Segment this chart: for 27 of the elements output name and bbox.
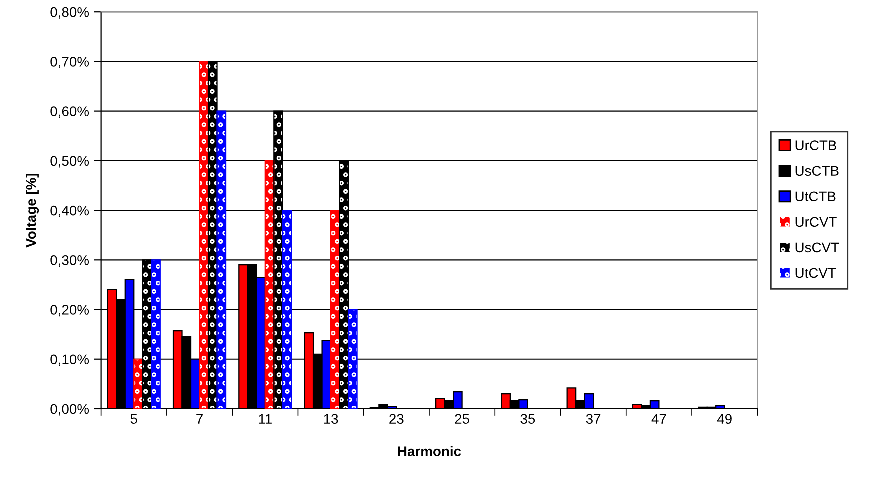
y-tick-label: 0,80% [50, 7, 90, 19]
y-tick-label: 0,30% [50, 255, 90, 267]
y-axis-title: Voltage [%] [26, 174, 40, 248]
legend-label: UrCVT [796, 217, 837, 228]
x-tick-label: 49 [717, 414, 732, 424]
legend-label: UsCTB [796, 166, 839, 176]
x-tick-label: 7 [196, 414, 203, 424]
y-tick-label: 0,20% [50, 305, 90, 317]
y-tick-label: 0,70% [50, 57, 90, 69]
legend-label: UrCTB [796, 140, 836, 151]
x-tick-label: 23 [390, 414, 404, 424]
y-tick-label: 0,00% [50, 404, 90, 416]
x-tick-label: 13 [324, 414, 338, 424]
legend-label: UtCTB [796, 192, 836, 202]
y-tick-label: 0,10% [50, 354, 90, 366]
x-tick-label: 47 [652, 414, 666, 424]
y-tick-label: 0,60% [50, 106, 90, 118]
x-tick-label: 5 [130, 414, 138, 424]
x-tick-label: 37 [586, 414, 601, 424]
x-axis-title: Harmonic [398, 446, 462, 456]
y-tick-label: 0,50% [50, 156, 90, 168]
y-tick-label: 0,40% [50, 206, 90, 218]
legend-label: UsCVT [796, 242, 840, 253]
x-tick-label: 11 [259, 414, 272, 424]
legend-label: UtCVT [796, 268, 836, 278]
x-tick-label: 25 [455, 414, 470, 424]
x-tick-label: 35 [520, 414, 536, 424]
